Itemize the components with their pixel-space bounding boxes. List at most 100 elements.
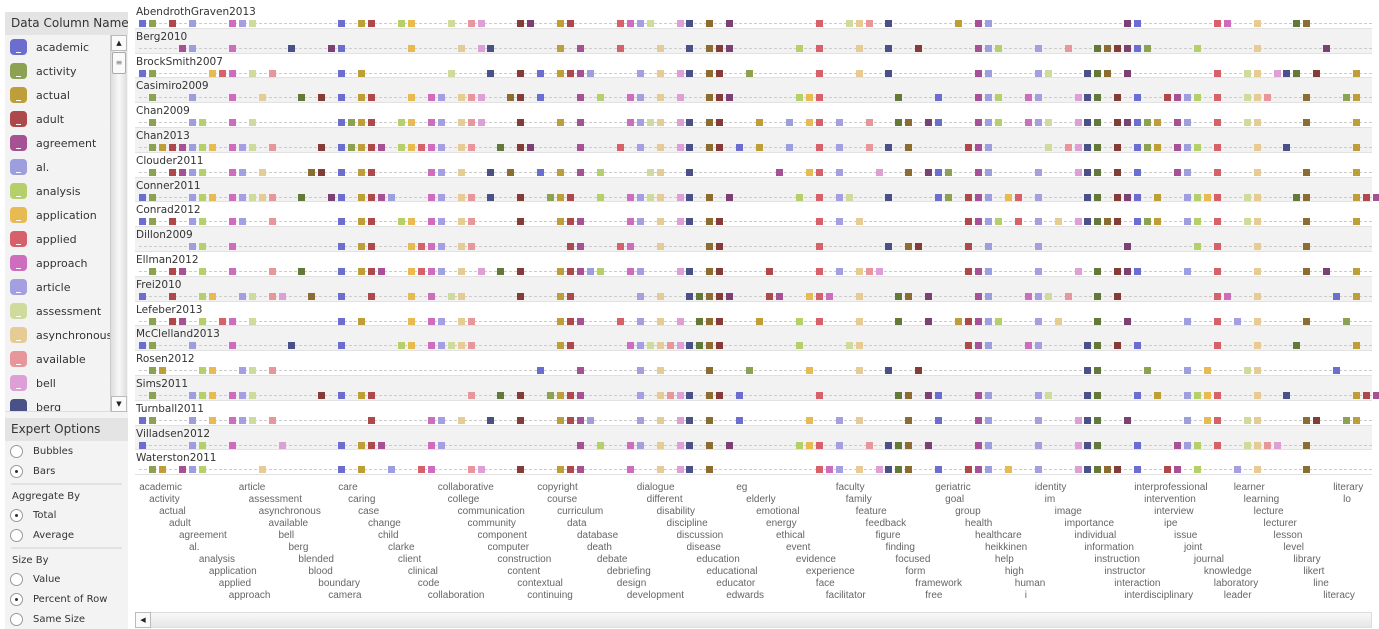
bar-identity[interactable] [1034, 416, 1042, 424]
bar-identity[interactable] [1034, 441, 1042, 449]
bar-healthcare[interactable] [975, 441, 982, 449]
bar-clinical[interactable] [407, 119, 415, 127]
bar-heikkinen[interactable] [984, 466, 992, 474]
bar-disease[interactable] [686, 416, 694, 424]
bar-knowledge[interactable] [1203, 392, 1211, 399]
bar-health[interactable] [965, 342, 973, 350]
bar-article[interactable] [238, 367, 246, 375]
bar-healthcare[interactable] [975, 69, 982, 77]
bar-contextual[interactable] [517, 466, 525, 474]
bar-community[interactable] [467, 119, 475, 127]
bar-lecture[interactable] [1253, 292, 1261, 300]
bar-journal[interactable] [1193, 94, 1201, 102]
bar-education[interactable] [696, 317, 704, 325]
bar-experience[interactable] [805, 94, 813, 102]
bar-clinical[interactable] [407, 20, 415, 27]
bar-finding[interactable] [885, 144, 893, 151]
bar-disease[interactable] [686, 144, 694, 151]
legend-item-available[interactable]: available [5, 347, 128, 371]
bar-learning[interactable] [1243, 441, 1251, 449]
bar-computer[interactable] [487, 44, 495, 52]
bar-laboratory[interactable] [1213, 168, 1221, 176]
bar-different[interactable] [646, 193, 654, 201]
bar-approach[interactable] [228, 441, 236, 449]
bar-identity[interactable] [1034, 342, 1042, 350]
bar-finding[interactable] [885, 20, 893, 27]
bar-individual[interactable] [1074, 416, 1082, 424]
bar-feature[interactable] [855, 342, 863, 350]
bar-col122[interactable] [1353, 119, 1361, 127]
bar-activity[interactable] [149, 168, 157, 176]
bar-healthcare[interactable] [975, 218, 982, 226]
bar-design[interactable] [616, 243, 624, 251]
bar-case[interactable] [358, 69, 366, 77]
bar-collaboration[interactable] [427, 292, 435, 300]
bar-curriculum[interactable] [557, 416, 565, 424]
bar-development[interactable] [626, 119, 634, 127]
bar-experience[interactable] [805, 119, 813, 127]
bar-approach[interactable] [228, 243, 236, 251]
bar-development[interactable] [626, 466, 634, 474]
bar-instruction[interactable] [1094, 44, 1102, 52]
legend-item-approach[interactable]: approach [5, 251, 128, 275]
bar-disability[interactable] [656, 416, 664, 424]
bar-focused[interactable] [895, 317, 903, 325]
bar-interaction[interactable] [1114, 193, 1122, 201]
bar-educator[interactable] [716, 119, 724, 127]
legend-item-assessment[interactable]: assessment [5, 299, 128, 323]
bar-disease[interactable] [686, 268, 694, 275]
radio-circle-icon[interactable] [10, 464, 23, 478]
bar-adult[interactable] [169, 218, 177, 226]
bar-asynchronous[interactable] [258, 193, 266, 201]
bar-im[interactable] [1044, 392, 1052, 399]
bar-eg[interactable] [736, 144, 744, 151]
bar-disability[interactable] [656, 44, 664, 52]
bar-face[interactable] [815, 243, 823, 251]
bar-curriculum[interactable] [557, 342, 565, 350]
bar-im[interactable] [1044, 119, 1052, 127]
bar-interprofessional[interactable] [1134, 342, 1142, 350]
bar-identity[interactable] [1034, 44, 1042, 52]
bar-interdisciplinary[interactable] [1124, 119, 1132, 127]
bar-focused[interactable] [895, 94, 903, 102]
bar-col122[interactable] [1353, 292, 1361, 300]
bar-heikkinen[interactable] [984, 69, 992, 77]
bar-article[interactable] [238, 416, 246, 424]
bar-literary[interactable] [1333, 367, 1341, 375]
bar-disability[interactable] [656, 342, 664, 350]
bar-interprofessional[interactable] [1134, 193, 1142, 201]
bar-instruction[interactable] [1094, 168, 1102, 176]
bar-feature[interactable] [855, 292, 863, 300]
bar-care[interactable] [338, 292, 346, 300]
bar-elderly[interactable] [746, 69, 754, 77]
bar-academic[interactable] [139, 193, 147, 201]
bar-healthcare[interactable] [975, 144, 982, 151]
bar-focused[interactable] [895, 119, 903, 127]
bar-goal[interactable] [945, 168, 953, 176]
legend-item-application[interactable]: application [5, 203, 128, 227]
bar-i[interactable] [1024, 119, 1032, 127]
bar-dialogue[interactable] [636, 218, 644, 226]
bar-community[interactable] [467, 342, 475, 350]
bar-communication[interactable] [457, 193, 465, 201]
bar-issue[interactable] [1174, 94, 1181, 102]
bar-learning[interactable] [1243, 367, 1251, 375]
bar-available[interactable] [268, 144, 276, 151]
bar-development[interactable] [626, 441, 634, 449]
bar-learning[interactable] [1243, 218, 1251, 226]
bar-care[interactable] [338, 243, 346, 251]
bar-experience[interactable] [805, 367, 813, 375]
bar-edwards[interactable] [726, 193, 734, 201]
bar-communication[interactable] [457, 342, 465, 350]
bar-identity[interactable] [1034, 243, 1042, 251]
bar-likert[interactable] [1303, 218, 1311, 226]
bar-laboratory[interactable] [1213, 144, 1221, 151]
bar-col122[interactable] [1353, 144, 1361, 151]
bar-edwards[interactable] [726, 441, 734, 449]
bar-assessment[interactable] [248, 119, 256, 127]
bar-computer[interactable] [487, 416, 495, 424]
bar-case[interactable] [358, 193, 366, 201]
bar-educational[interactable] [706, 342, 714, 350]
bar-agreement[interactable] [179, 317, 186, 325]
bar-clinical[interactable] [407, 292, 415, 300]
